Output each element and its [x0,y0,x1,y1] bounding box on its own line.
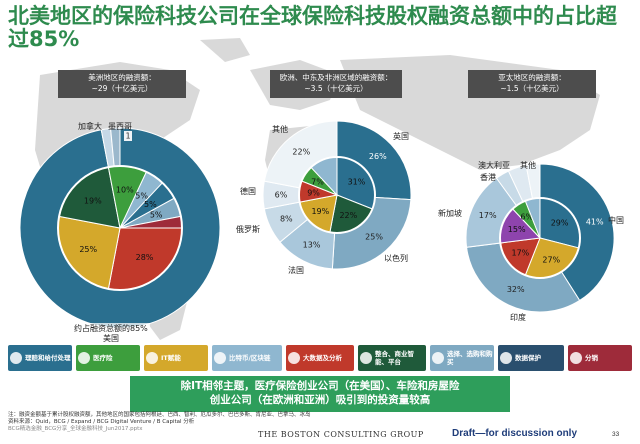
pie1-outer-label-4: 6% [275,191,288,200]
distribution-icon [570,352,582,364]
legend-distribution: 分销 [568,345,632,371]
pie1-inner-label-4: 7% [311,177,324,186]
summary-line-2: 创业公司（在欧洲和亚洲）吸引到的投资量较高 [209,394,431,406]
footnote-line-3: BCG精选金融_BCG分享_全球金融科技_Jun2017.pptx [8,426,143,432]
label-canada: 加拿大 [78,122,102,131]
legend-health: 医疗险 [76,345,140,371]
label-singapore: 新加坡 [438,209,462,218]
pie2-outer-label-1: 32% [507,285,525,294]
pie2-inner-label-1: 27% [542,256,560,265]
label-germany: 德国 [240,187,256,196]
label-australia: 澳大利亚 [478,161,510,170]
slide-title: 北美地区的保险科技公司在全球保险科技股权融资总额中的占比超过85% [8,4,617,51]
purchase-icon [432,352,444,364]
pie0-inner-label-6: 5% [150,210,163,219]
legend-bigdata: 大数据及分析 [286,345,354,371]
label-india: 印度 [510,313,526,322]
legend-blockchain: 比特币/区块链 [212,345,282,371]
label-china: 中国 [608,216,624,225]
page-number: 33 [612,431,620,438]
pie1-outer-label-2: 13% [303,240,321,249]
pie0-tag-box [124,131,132,141]
pie0-tag-label: 1 [125,132,130,141]
apac-box-title: 亚太地区的融资额： [498,73,566,82]
draft-label: Draft—for discussion only [452,428,578,439]
apac-box-value: ~1.5（十亿美元） [500,84,564,93]
americas-box-value: ~29（十亿美元） [91,84,153,93]
pie2-outer-label-2: 17% [479,211,497,220]
label-other-emea: 其他 [272,125,288,134]
footnote-line-2: 资料来源：Quid，BCG / Expand / BCG Digital Ven… [8,419,195,425]
dataprotection-icon [500,352,512,364]
americas-funding-box: 美洲地区的融资额： ~29（十亿美元） [58,70,186,98]
pie1-inner-label-3: 9% [307,188,320,197]
bigdata-icon [288,352,300,364]
pie0-inner-label-1: 25% [79,245,97,254]
pie1-inner-label-1: 22% [339,211,357,220]
emea-funding-box: 欧洲、中东及非洲区域的融资额： ~3.5（十亿美元） [270,70,402,98]
health-icon [78,352,90,364]
pie0-inner-label-0: 28% [136,253,154,262]
footnote: 注：融资金额基于累计股权融资额，其他地区的国家包括阿根廷、巴西、智利、厄瓜多尔、… [8,412,438,433]
footnote-line-1: 注：融资金额基于累计股权融资额，其他地区的国家包括阿根廷、巴西、智利、厄瓜多尔、… [8,412,311,418]
label-mexico: 墨西哥 [108,122,132,131]
pie2-outer-label-0: 41% [586,218,604,227]
pie1-inner-label-0: 31% [348,177,366,186]
pie0-inner-label-5: 5% [144,200,157,209]
pie0-inner-label-3: 10% [116,185,134,194]
label-us: 美国 [103,334,119,343]
americas-annotation: 约占融资总额的85% [72,323,150,334]
label-other-apac: 其他 [520,161,536,170]
claims-icon [10,352,22,364]
label-uk: 英国 [393,132,409,141]
pie2-inner-label-4: 6% [520,213,533,222]
pie2-inner-label-0: 29% [551,218,569,227]
legend-dataprotection: 数据保护 [498,345,564,371]
legend-claims: 理赔和给付处理 [8,345,72,371]
blockchain-icon [214,352,226,364]
legend-it: IT赋能 [144,345,208,371]
pie1-outer-label-1: 25% [365,233,383,242]
it-icon [146,352,158,364]
pie2-ring-divider [499,197,581,279]
pie1-inner-label-2: 19% [311,207,329,216]
emea-box-title: 欧洲、中东及非洲区域的融资额： [279,73,393,82]
label-russia: 俄罗斯 [236,225,260,234]
label-france: 法国 [288,266,304,275]
pie1-outer-label-3: 8% [280,214,293,223]
pie0-ring-divider [57,165,183,291]
summary-line-1: 除IT相邻主题，医疗保险创业公司（在美国）、车险和房屋险 [180,380,460,392]
pie1-ring-divider [298,156,376,234]
pie1-outer-label-0: 26% [369,152,387,161]
category-legend: 理赔和给付处理 医疗险 IT赋能 比特币/区块链 大数据及分析 整合、商业智能、… [8,345,632,373]
legend-platform: 整合、商业智能、平台 [358,345,426,371]
pie0-inner-label-4: 5% [135,192,148,201]
label-israel: 以色列 [384,254,408,263]
bcg-logo: THE BOSTON CONSULTING GROUP [258,430,424,439]
platform-icon [360,352,372,364]
pie2-inner-label-3: 15% [508,225,526,234]
label-hongkong: 香港 [480,173,496,182]
pie1-outer-label-5: 22% [292,147,310,156]
pie0-inner-label-2: 19% [84,196,102,205]
apac-funding-box: 亚太地区的融资额： ~1.5（十亿美元） [468,70,596,98]
summary-box: 除IT相邻主题，医疗保险创业公司（在美国）、车险和房屋险 创业公司（在欧洲和亚洲… [130,376,510,412]
emea-box-value: ~3.5（十亿美元） [304,84,368,93]
pie2-inner-label-2: 17% [512,249,530,258]
americas-box-title: 美洲地区的融资额： [88,73,156,82]
legend-purchase: 选择、选购和购买 [430,345,494,371]
